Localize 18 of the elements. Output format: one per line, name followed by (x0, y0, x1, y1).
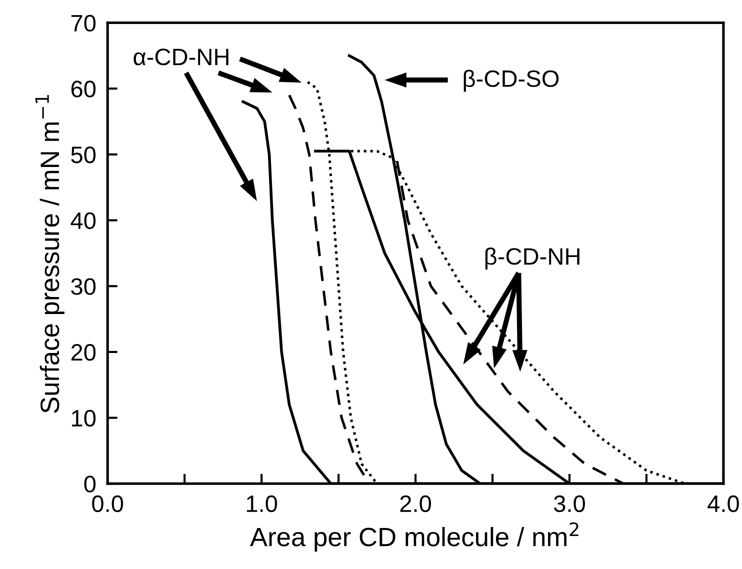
y-tick-label: 60 (71, 80, 96, 98)
y-tick-label: 50 (71, 146, 96, 164)
y-tick-label: 70 (71, 14, 96, 32)
annotation: β-CD-NH (485, 247, 580, 270)
y-tick-label: 0 (84, 476, 96, 492)
y-axis-title: Surface pressure / mN m$^{−1}$ (35, 94, 64, 413)
y-tick-label: 40 (70, 212, 96, 230)
annotation: β-CD-SO (464, 70, 559, 92)
x-tick-label: 4.0 (708, 495, 739, 512)
x-axis-title: Area per CD molecule / nm$^{2}$ (250, 522, 578, 552)
y-tick-label: 20 (71, 344, 96, 361)
y-tick-label: 30 (71, 278, 96, 295)
annotation: α-CD-NH (134, 48, 228, 66)
y-tick-label: 10 (72, 410, 96, 427)
x-tick-label: 2.0 (400, 495, 432, 512)
x-tick-label: 1.0 (246, 495, 278, 512)
x-tick-label: 0.0 (92, 495, 124, 512)
x-tick-label: 3.0 (554, 495, 585, 512)
